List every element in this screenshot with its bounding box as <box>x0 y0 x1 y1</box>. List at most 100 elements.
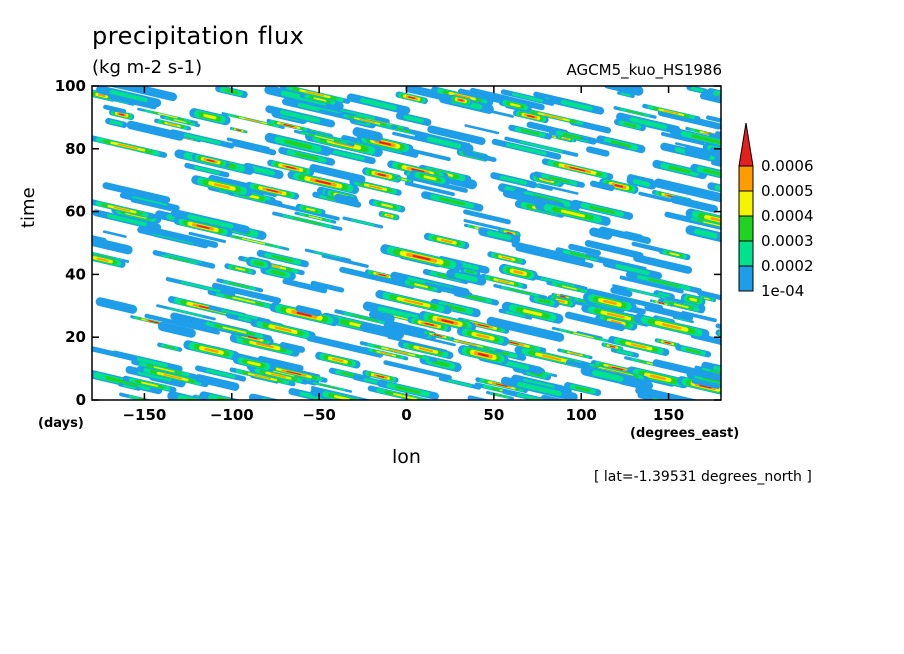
precip-streak <box>265 105 336 128</box>
precip-contour <box>731 115 779 126</box>
precip-streak <box>652 359 721 382</box>
precip-streak <box>657 109 721 130</box>
colorbar-swatch <box>738 265 754 292</box>
colorbar-label: 0.0002 <box>761 257 814 275</box>
precip-streak <box>715 131 721 138</box>
precip-contour <box>352 127 383 142</box>
precip-streak <box>306 380 353 393</box>
precip-streak <box>315 351 361 369</box>
precip-streak <box>431 86 494 106</box>
y-tick-label: 100 <box>55 77 86 95</box>
precip-streak <box>715 329 744 339</box>
precip-contour <box>403 299 424 306</box>
precip-contour <box>718 371 721 380</box>
precip-streak <box>720 404 779 418</box>
precip-streak <box>649 299 673 307</box>
precip-streak <box>527 273 588 291</box>
precip-streak <box>92 135 168 158</box>
precip-streak <box>212 282 282 304</box>
precip-contour <box>724 334 744 339</box>
precip-streak <box>109 109 135 121</box>
precip-contour <box>266 188 279 193</box>
precip-streak <box>418 311 477 332</box>
precip-streak <box>585 253 647 270</box>
precip-contour <box>117 143 139 150</box>
precip-streak <box>221 112 285 129</box>
precip-streak <box>707 182 721 193</box>
precip-streak <box>304 248 352 262</box>
precip-contour <box>213 183 230 189</box>
precip-streak <box>491 138 562 160</box>
precip-contour <box>253 374 272 380</box>
precip-contour <box>589 205 615 214</box>
precip-contour <box>609 345 615 348</box>
precip-streak <box>427 125 486 146</box>
precip-streak <box>375 290 452 315</box>
precip-streak <box>165 277 236 297</box>
precip-streak <box>448 175 478 190</box>
precip-contour <box>673 303 689 309</box>
precip-streak <box>475 377 528 394</box>
precip-contour <box>173 119 187 124</box>
precip-streak <box>487 251 527 265</box>
precip-contour <box>126 120 185 141</box>
precip-streak <box>279 86 351 104</box>
precip-streak <box>119 192 180 211</box>
precip-contour <box>122 384 136 390</box>
precip-streak <box>462 150 497 163</box>
precip-contour <box>648 278 680 288</box>
precip-contour <box>359 97 397 111</box>
precip-streak <box>136 365 209 388</box>
precip-streak <box>122 375 177 393</box>
precip-streak <box>610 347 640 358</box>
precip-contour <box>477 352 489 357</box>
precip-contour <box>168 307 204 318</box>
precip-contour <box>728 97 744 101</box>
precip-contour <box>103 104 127 114</box>
precip-streak <box>684 147 711 160</box>
precip-streak <box>232 140 277 156</box>
precip-contour <box>614 184 624 188</box>
precip-contour <box>148 226 219 248</box>
precip-contour <box>412 254 431 261</box>
precip-streak <box>685 225 721 243</box>
precip-streak <box>723 114 785 129</box>
precip-contour <box>693 228 718 239</box>
precip-contour <box>724 97 747 102</box>
precip-contour <box>568 243 601 256</box>
precip-streak <box>486 316 565 342</box>
precip-streak <box>395 91 428 104</box>
precip-streak <box>160 115 201 128</box>
precip-streak <box>501 301 564 324</box>
precip-streak <box>498 263 538 281</box>
precip-contour <box>102 182 171 204</box>
precip-streak <box>500 89 555 106</box>
precip-streak <box>424 282 472 296</box>
precip-streak <box>309 164 366 184</box>
precip-streak <box>288 387 341 400</box>
precip-streak <box>602 259 663 280</box>
precip-contour <box>283 123 294 128</box>
precip-streak <box>517 106 591 128</box>
precip-contour <box>691 134 721 145</box>
precip-contour <box>620 92 632 97</box>
colorbar-label: 0.0004 <box>761 207 814 225</box>
precip-streak <box>508 124 553 140</box>
precip-contour <box>626 287 667 299</box>
precip-contour <box>222 326 247 334</box>
precip-streak <box>608 335 670 356</box>
precip-contour <box>511 241 586 264</box>
precip-contour <box>221 309 258 320</box>
precip-streak <box>383 320 430 339</box>
precip-contour <box>570 352 580 356</box>
precip-streak <box>680 293 706 306</box>
precip-contour <box>292 217 322 226</box>
precip-contour <box>710 217 721 222</box>
precip-streak <box>421 191 484 212</box>
precip-streak <box>557 348 593 360</box>
precip-contour <box>206 159 215 163</box>
precip-streak <box>469 87 545 111</box>
precip-streak <box>446 269 487 286</box>
precip-contour <box>108 94 157 110</box>
